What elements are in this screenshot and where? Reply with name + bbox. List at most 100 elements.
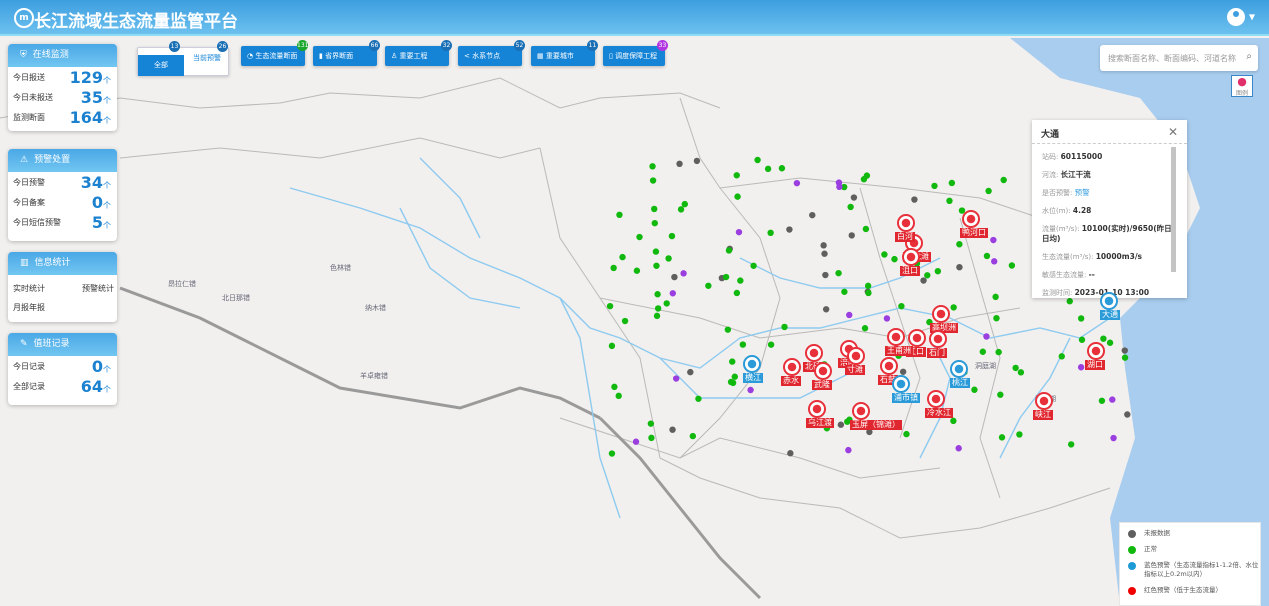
station-no-data[interactable] <box>1121 347 1128 354</box>
stat-today-warning[interactable]: 今日预警 34个 <box>8 175 117 196</box>
station-normal[interactable] <box>677 206 685 213</box>
station-normal[interactable] <box>649 163 656 170</box>
station-normal[interactable] <box>1067 441 1075 448</box>
station-normal[interactable] <box>864 282 872 290</box>
stat-today-reported[interactable]: 今日报送 129个 <box>8 70 117 91</box>
red-warning-marker[interactable]: 石门 <box>927 348 947 358</box>
station-normal[interactable] <box>733 172 740 179</box>
station-no-data[interactable] <box>671 273 678 281</box>
station-normal[interactable] <box>950 304 957 311</box>
station-normal[interactable] <box>705 282 712 289</box>
station-normal[interactable] <box>663 300 670 307</box>
station-normal[interactable] <box>862 225 870 233</box>
station-normal[interactable] <box>1077 315 1085 322</box>
tab-all[interactable]: 全部 <box>138 55 184 76</box>
station-normal[interactable] <box>689 432 697 440</box>
blue-warning-icon[interactable] <box>892 375 910 393</box>
red-warning-marker[interactable]: 武隆 <box>812 380 832 390</box>
station-normal[interactable] <box>739 341 747 348</box>
station-no-data[interactable] <box>693 157 701 165</box>
station-no-data[interactable] <box>821 250 828 257</box>
project-icon[interactable] <box>632 438 640 445</box>
station-normal[interactable] <box>764 165 772 173</box>
station-normal[interactable] <box>615 392 622 400</box>
red-warning-icon[interactable] <box>814 362 832 380</box>
station-no-data[interactable] <box>669 426 676 433</box>
station-no-data[interactable] <box>687 368 694 376</box>
station-normal[interactable] <box>891 255 898 263</box>
blue-warning-marker[interactable]: 浦市镇 <box>892 393 920 403</box>
blue-warning-icon[interactable] <box>950 360 968 378</box>
red-warning-icon[interactable] <box>847 347 865 365</box>
station-no-data[interactable] <box>1124 411 1131 418</box>
station-no-data[interactable] <box>786 226 793 233</box>
station-no-data[interactable] <box>822 271 829 279</box>
red-warning-marker[interactable]: 白河 <box>895 232 915 242</box>
station-normal[interactable] <box>653 312 661 320</box>
station-no-data[interactable] <box>848 232 855 239</box>
project-icon[interactable] <box>1077 364 1085 371</box>
red-warning-icon[interactable] <box>962 210 980 228</box>
station-normal[interactable] <box>767 229 774 237</box>
station-normal[interactable] <box>633 267 641 274</box>
red-warning-marker[interactable]: 乌江渡 <box>806 418 834 428</box>
station-normal[interactable] <box>898 302 905 310</box>
station-normal[interactable] <box>1017 369 1025 376</box>
red-warning-icon[interactable] <box>852 402 870 420</box>
station-normal[interactable] <box>653 262 660 269</box>
station-no-data[interactable] <box>837 421 845 428</box>
station-normal[interactable] <box>727 378 735 386</box>
red-warning-icon[interactable] <box>902 248 920 266</box>
station-normal[interactable] <box>737 277 744 284</box>
layer-button[interactable]: ♙ 重要工程 32 <box>385 40 452 66</box>
station-normal[interactable] <box>781 323 788 331</box>
station-normal[interactable] <box>865 289 872 297</box>
station-normal[interactable] <box>847 203 854 211</box>
search-input[interactable]: 搜索断面名称、断面编码、河道名称 ⌕ <box>1100 45 1258 71</box>
red-warning-marker[interactable]: 峡江 <box>1033 410 1053 420</box>
station-normal[interactable] <box>616 211 623 219</box>
station-normal[interactable] <box>995 348 1002 356</box>
station-normal[interactable] <box>608 342 616 350</box>
project-icon[interactable] <box>983 333 990 340</box>
layer-button[interactable]: ▦ 重要城市 11 <box>531 40 598 66</box>
project-icon[interactable] <box>747 386 754 394</box>
stat-today-filed[interactable]: 今日备案 0个 <box>8 195 117 216</box>
project-icon[interactable] <box>669 290 676 297</box>
station-normal[interactable] <box>840 183 848 191</box>
project-icon[interactable] <box>672 375 680 382</box>
station-normal[interactable] <box>695 395 702 402</box>
stat-sms-warning[interactable]: 今日短信预警 5个 <box>8 215 117 236</box>
station-normal[interactable] <box>993 314 1000 322</box>
station-normal[interactable] <box>1016 431 1023 438</box>
user-menu[interactable]: ▾ <box>1227 8 1255 26</box>
station-normal[interactable] <box>903 430 910 438</box>
red-warning-icon[interactable] <box>929 330 947 348</box>
stat-today-records[interactable]: 今日记录 0个 <box>8 359 117 380</box>
project-icon[interactable] <box>835 179 843 186</box>
station-normal[interactable] <box>767 341 775 348</box>
station-normal[interactable] <box>606 302 614 310</box>
station-normal[interactable] <box>652 248 660 255</box>
station-normal[interactable] <box>998 434 1006 441</box>
station-normal[interactable] <box>610 264 617 272</box>
station-normal[interactable] <box>668 232 676 240</box>
station-normal[interactable] <box>841 288 848 295</box>
project-icon[interactable] <box>846 311 853 319</box>
station-normal[interactable] <box>654 305 662 312</box>
project-icon[interactable] <box>845 446 852 454</box>
warning-stats-link[interactable]: 预警统计 <box>82 284 114 293</box>
project-icon[interactable] <box>1109 396 1116 403</box>
station-normal[interactable] <box>1106 339 1114 346</box>
station-normal[interactable] <box>647 420 655 427</box>
project-icon[interactable] <box>883 315 891 322</box>
station-normal[interactable] <box>979 348 987 355</box>
station-normal[interactable] <box>1000 176 1007 184</box>
station-normal[interactable] <box>649 177 657 184</box>
red-warning-icon[interactable] <box>932 305 950 323</box>
station-normal[interactable] <box>971 386 978 393</box>
station-normal[interactable] <box>956 241 963 248</box>
station-normal[interactable] <box>860 176 868 183</box>
red-warning-marker[interactable]: 寸滩 <box>845 365 865 375</box>
station-normal[interactable] <box>608 450 616 457</box>
